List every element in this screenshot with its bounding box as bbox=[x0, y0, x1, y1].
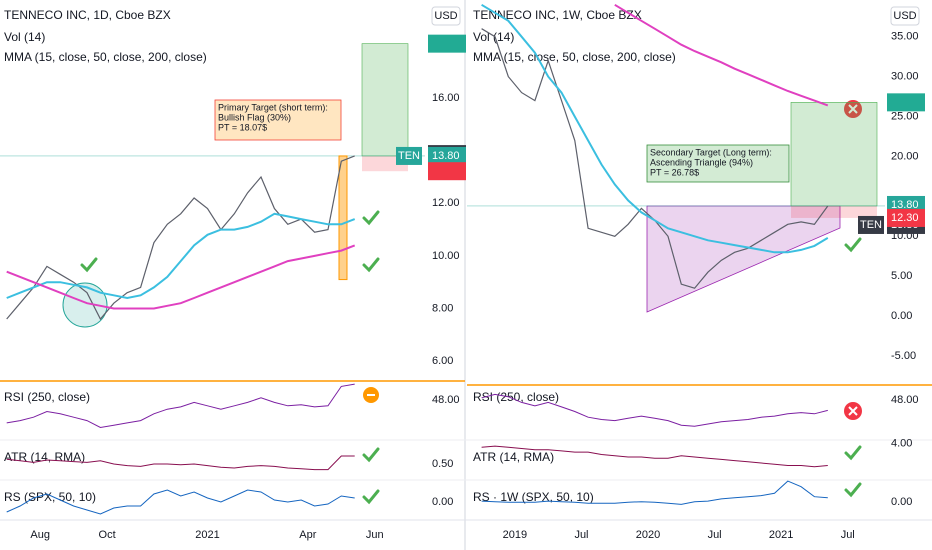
price-line bbox=[6, 155, 355, 321]
indicator-line bbox=[6, 489, 355, 515]
check bbox=[362, 489, 380, 505]
flag-highlight bbox=[62, 282, 108, 328]
check bbox=[844, 445, 862, 461]
neutral-icon bbox=[363, 387, 379, 403]
price-label-text: 13.80 bbox=[891, 199, 919, 211]
price-series bbox=[481, 3, 829, 289]
x-tick-label: Jul bbox=[841, 529, 855, 541]
annotation-text: PT = 18.07$ bbox=[218, 122, 267, 132]
y-tick-label: 16.00 bbox=[432, 92, 460, 104]
indicator-line bbox=[6, 383, 355, 429]
y-tick-label: 10.00 bbox=[432, 250, 460, 262]
check bbox=[80, 257, 98, 273]
x-tick-label: 2019 bbox=[503, 529, 527, 541]
cross-icon bbox=[844, 100, 862, 118]
pane-label: RS · 1W (SPX, 50, 10) bbox=[473, 490, 594, 504]
check bbox=[362, 447, 380, 463]
y-tick-label: 0.00 bbox=[891, 310, 912, 322]
ticker: TEN bbox=[398, 150, 420, 162]
target-zone bbox=[361, 43, 409, 157]
cross-icon bbox=[844, 402, 862, 420]
y-tick-label: 12.00 bbox=[432, 197, 460, 209]
check bbox=[362, 257, 380, 273]
indicator-line bbox=[481, 445, 828, 468]
y-tick-label: 30.00 bbox=[891, 71, 919, 83]
chart-title: TENNECO INC, 1W, Cboe BZX bbox=[473, 8, 642, 22]
price-label bbox=[428, 146, 466, 165]
price-label bbox=[428, 34, 466, 53]
indicator-line bbox=[481, 480, 828, 505]
x-tick-label: 2021 bbox=[769, 529, 793, 541]
y-tick-label: 25.00 bbox=[891, 110, 919, 122]
pane-label: ATR (14, RMA) bbox=[4, 450, 85, 464]
annotation-text: Primary Target (short term): bbox=[218, 102, 328, 112]
check bbox=[844, 237, 862, 253]
x-tick-label: Jul bbox=[574, 529, 588, 541]
ma-label: MMA (15, close, 50, close, 200, close) bbox=[4, 50, 207, 64]
currency: USD bbox=[893, 10, 916, 22]
volume-label: Vol (14) bbox=[4, 30, 45, 44]
moving-average bbox=[481, 3, 829, 254]
check bbox=[844, 482, 862, 498]
moving-average bbox=[614, 3, 829, 107]
chart-title: TENNECO INC, 1D, Cboe BZX bbox=[4, 8, 171, 22]
moving-average bbox=[6, 244, 356, 310]
annotation-text: PT = 26.78$ bbox=[650, 167, 699, 177]
y-tick-label: 35.00 bbox=[891, 31, 919, 43]
price-label bbox=[428, 162, 466, 181]
annotation-text: Secondary Target (Long term): bbox=[650, 147, 772, 157]
pane-label: RS (SPX, 50, 10) bbox=[4, 490, 96, 504]
annotation-box bbox=[214, 99, 342, 141]
ticker-box bbox=[396, 146, 422, 165]
y-tick-label: 4.00 bbox=[891, 438, 912, 450]
y-tick-label: -5.00 bbox=[891, 350, 916, 362]
annotation-text: Bullish Flag (30%) bbox=[218, 112, 291, 122]
x-tick-label: Aug bbox=[30, 529, 50, 541]
stop-zone bbox=[791, 205, 877, 218]
x-tick-label: Jul bbox=[708, 529, 722, 541]
volume-label: Vol (14) bbox=[473, 30, 514, 44]
currency: USD bbox=[434, 10, 457, 22]
price-label bbox=[887, 208, 925, 227]
x-tick-label: Jun bbox=[366, 529, 384, 541]
y-tick-label: 8.00 bbox=[432, 302, 453, 314]
y-tick-label: 5.00 bbox=[891, 270, 912, 282]
y-tick-label: 48.00 bbox=[432, 394, 460, 406]
pane-label: ATR (14, RMA) bbox=[473, 450, 554, 464]
annotation-text: Ascending Triangle (94%) bbox=[650, 157, 753, 167]
y-tick-label: 0.50 bbox=[432, 458, 453, 470]
x-tick-label: Apr bbox=[299, 529, 316, 541]
indicator-line bbox=[481, 393, 828, 427]
ticker-box bbox=[858, 215, 884, 234]
x-tick-label: Oct bbox=[99, 529, 116, 541]
x-tick-label: 2021 bbox=[195, 529, 219, 541]
moving-average bbox=[6, 212, 356, 300]
annotation-box bbox=[646, 144, 790, 183]
ticker: TEN bbox=[860, 219, 882, 231]
ma-label: MMA (15, close, 50, close, 200, close) bbox=[473, 50, 676, 64]
currency-box bbox=[890, 6, 920, 26]
pane-label: RSI (250, close) bbox=[4, 390, 90, 404]
triangle-pattern bbox=[646, 205, 841, 313]
flag-pole bbox=[338, 155, 348, 281]
check-icons bbox=[80, 210, 862, 505]
price-label-text: 12.30 bbox=[891, 212, 919, 224]
y-tick-label: 48.00 bbox=[891, 394, 919, 406]
y-tick-label: 0.00 bbox=[891, 496, 912, 508]
y-tick-label: 20.00 bbox=[891, 150, 919, 162]
price-label-text: 13.80 bbox=[432, 150, 460, 162]
currency-box bbox=[431, 6, 461, 26]
indicator-line bbox=[6, 455, 355, 471]
price-label bbox=[887, 93, 925, 112]
check bbox=[362, 210, 380, 226]
y-tick-label: 6.00 bbox=[432, 355, 453, 367]
target-zone bbox=[790, 102, 878, 207]
price-series bbox=[6, 155, 356, 321]
y-tick-label: 0.00 bbox=[432, 496, 453, 508]
pane-label: RSI (250, close) bbox=[473, 390, 559, 404]
x-tick-label: 2020 bbox=[636, 529, 660, 541]
